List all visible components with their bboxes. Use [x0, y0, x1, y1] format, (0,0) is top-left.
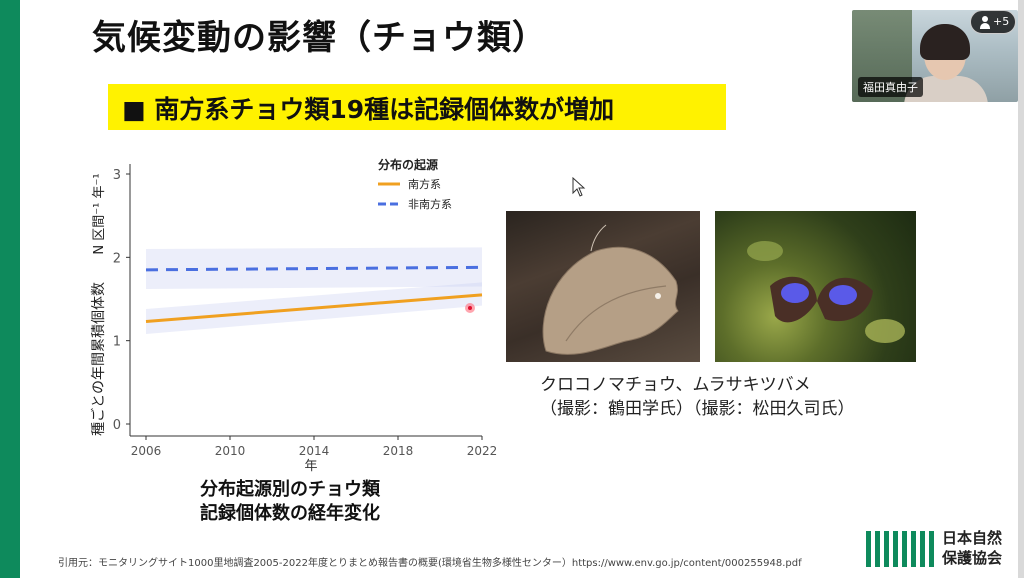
- logo-text: 日本自然 保護協会: [942, 528, 1002, 568]
- highlight-banner: ■ 南方系チョウ類19種は記録個体数が増加: [108, 84, 726, 130]
- organization-logo: 日本自然 保護協会: [866, 528, 1018, 570]
- x-tick-label: 2006: [131, 444, 162, 458]
- x-tick-label: 2022: [467, 444, 498, 458]
- chart-caption-line1: 分布起源別のチョウ類: [200, 479, 380, 500]
- slide-accent-bar: [0, 0, 20, 578]
- logo-bars-icon: [866, 531, 936, 567]
- y-tick-label: 1: [113, 335, 121, 350]
- citation-text: 引用元：モニタリングサイト1000里地調査2005-2022年度とりまとめ報告書…: [58, 558, 802, 569]
- participant-name-tag: 福田真由子: [858, 77, 923, 97]
- chart-svg: 0 1 2 3 2006 2010 2014 2018 2022 年 種ごとの年間累積個体数 N 区間…: [91, 157, 498, 474]
- line-chart: 0 1 2 3 2006 2010 2014 2018 2022 年 種ごとの年間累積個体数 N 区間…: [80, 140, 510, 480]
- y-axis-unit: N 区間⁻¹ 年⁻¹: [92, 173, 107, 254]
- x-tick-label: 2010: [215, 444, 246, 458]
- y-tick-label: 0: [113, 418, 121, 433]
- participants-count: +5: [993, 15, 1010, 28]
- person-icon: [980, 15, 990, 29]
- y-tick-label: 2: [113, 251, 121, 266]
- series-0-line: [145, 293, 483, 323]
- participants-count-button[interactable]: +5: [970, 10, 1016, 34]
- butterfly-photo-murasakitsubame: [715, 211, 916, 362]
- banner-text: ■ 南方系チョウ類19種は記録個体数が増加: [122, 95, 615, 124]
- x-axis-label: 年: [304, 459, 317, 474]
- photo-caption: クロコノマチョウ、ムラサキツバメ （撮影：鶴田学氏）（撮影：松田久司氏）: [540, 373, 855, 421]
- laser-pointer-dot: [468, 306, 472, 310]
- slide-title: 気候変動の影響（チョウ類）: [92, 18, 547, 58]
- x-tick-label: 2014: [299, 444, 330, 458]
- series-1-line: [145, 265, 483, 272]
- window-edge: [1018, 0, 1024, 578]
- logo-line1: 日本自然: [942, 529, 1003, 547]
- participant-hair: [920, 24, 970, 60]
- legend-title: 分布の起源: [378, 157, 438, 172]
- x-tick-label: 2018: [383, 444, 414, 458]
- legend-label-0: 南方系: [408, 177, 441, 191]
- purple-butterfly-image: [747, 241, 905, 343]
- leaf-butterfly-image: [542, 224, 679, 355]
- photo-caption-credits: （撮影：鶴田学氏）（撮影：松田久司氏）: [540, 399, 855, 419]
- y-tick-label: 3: [113, 168, 121, 183]
- logo-line2: 保護協会: [942, 549, 1003, 567]
- chart-caption: 分布起源別のチョウ類 記録個体数の経年変化: [160, 478, 420, 526]
- butterfly-photo-kurokonoma: [506, 211, 700, 362]
- chart-caption-line2: 記録個体数の経年変化: [200, 503, 380, 524]
- y-axis-label: 種ごとの年間累積個体数: [91, 282, 107, 436]
- legend-label-1: 非南方系: [408, 197, 452, 211]
- mouse-cursor-icon: [572, 177, 586, 197]
- photo-caption-species: クロコノマチョウ、ムラサキツバメ: [540, 375, 811, 395]
